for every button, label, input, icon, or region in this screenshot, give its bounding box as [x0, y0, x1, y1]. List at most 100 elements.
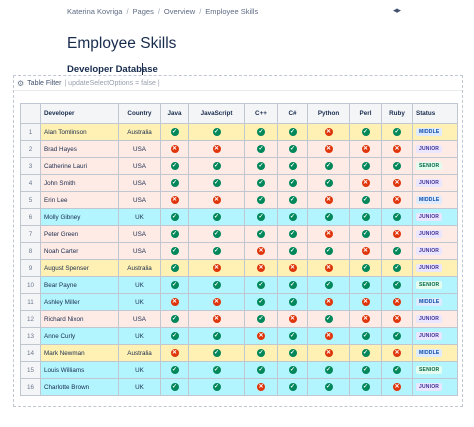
skill-cell-cpp[interactable]: ✓	[244, 174, 278, 192]
skill-cell-cpp[interactable]: ✓	[244, 191, 278, 209]
skill-cell-java[interactable]: ✓	[160, 123, 189, 141]
breadcrumb-item-space[interactable]: Katerina Kovriga	[67, 7, 123, 16]
skill-cell-javascript[interactable]: ✓	[188, 225, 245, 243]
skill-cell-csharp[interactable]: ✓	[277, 225, 308, 243]
country-cell[interactable]: UK	[118, 208, 161, 226]
skill-cell-cpp[interactable]: ✓	[244, 310, 278, 328]
skill-cell-javascript[interactable]: ✓	[188, 327, 245, 345]
skill-cell-csharp[interactable]: ✕	[277, 259, 308, 277]
skill-cell-csharp[interactable]: ✓	[277, 208, 308, 226]
skill-cell-java[interactable]: ✓	[160, 225, 189, 243]
country-cell[interactable]: USA	[118, 174, 161, 192]
skill-cell-python[interactable]: ✓	[307, 276, 350, 294]
skill-cell-python[interactable]: ✕	[307, 293, 350, 311]
skill-cell-cpp[interactable]: ✕	[244, 378, 278, 396]
header-country[interactable]: Country	[118, 103, 161, 124]
skill-cell-ruby[interactable]: ✓	[381, 242, 413, 260]
skill-cell-cpp[interactable]: ✓	[244, 276, 278, 294]
breadcrumb-item-pages[interactable]: Pages	[132, 7, 154, 16]
status-cell[interactable]: JUNIOR	[412, 327, 458, 345]
status-cell[interactable]: SENIOR	[412, 157, 458, 175]
skill-cell-ruby[interactable]: ✓	[381, 208, 413, 226]
country-cell[interactable]: USA	[118, 225, 161, 243]
status-cell[interactable]: MIDDLE	[412, 293, 458, 311]
status-cell[interactable]: JUNIOR	[412, 174, 458, 192]
status-cell[interactable]: SENIOR	[412, 361, 458, 379]
skill-cell-ruby[interactable]: ✕	[381, 191, 413, 209]
skill-cell-java[interactable]: ✓	[160, 208, 189, 226]
country-cell[interactable]: Australia	[118, 259, 161, 277]
skill-cell-perl[interactable]: ✓	[349, 208, 382, 226]
skill-cell-javascript[interactable]: ✓	[188, 174, 245, 192]
skill-cell-perl[interactable]: ✓	[349, 378, 382, 396]
developer-name[interactable]: Charlotte Brown	[40, 378, 119, 396]
skill-cell-cpp[interactable]: ✕	[244, 259, 278, 277]
country-cell[interactable]: UK	[118, 378, 161, 396]
skill-cell-ruby[interactable]: ✕	[381, 293, 413, 311]
skill-cell-ruby[interactable]: ✕	[381, 344, 413, 362]
status-cell[interactable]: JUNIOR	[412, 140, 458, 158]
status-cell[interactable]: JUNIOR	[412, 310, 458, 328]
status-cell[interactable]: SENIOR	[412, 276, 458, 294]
developer-name[interactable]: August Spenser	[40, 259, 119, 277]
skill-cell-perl[interactable]: ✓	[349, 259, 382, 277]
skill-cell-perl[interactable]: ✓	[349, 276, 382, 294]
skill-cell-java[interactable]: ✓	[160, 259, 189, 277]
skill-cell-ruby[interactable]: ✓	[381, 327, 413, 345]
header-perl[interactable]: Perl	[349, 103, 382, 124]
country-cell[interactable]: UK	[118, 276, 161, 294]
developer-name[interactable]: Peter Green	[40, 225, 119, 243]
skill-cell-perl[interactable]: ✕	[349, 242, 382, 260]
skill-cell-javascript[interactable]: ✓	[188, 378, 245, 396]
skill-cell-ruby[interactable]: ✓	[381, 259, 413, 277]
skill-cell-perl[interactable]: ✓	[349, 123, 382, 141]
macro-header[interactable]: ⚙ Table Filter | updateSelectOptions = f…	[14, 76, 462, 91]
skill-cell-java[interactable]: ✕	[160, 293, 189, 311]
skill-cell-cpp[interactable]: ✓	[244, 140, 278, 158]
skill-cell-cpp[interactable]: ✓	[244, 208, 278, 226]
skill-cell-javascript[interactable]: ✕	[188, 293, 245, 311]
skill-cell-python[interactable]: ✕	[307, 140, 350, 158]
developer-name[interactable]: Mark Newman	[40, 344, 119, 362]
skill-cell-perl[interactable]: ✓	[349, 361, 382, 379]
skill-cell-javascript[interactable]: ✕	[188, 310, 245, 328]
skill-cell-python[interactable]: ✓	[307, 174, 350, 192]
expand-icon[interactable]: ◂▸	[393, 5, 401, 15]
status-cell[interactable]: JUNIOR	[412, 378, 458, 396]
skill-cell-csharp[interactable]: ✓	[277, 157, 308, 175]
developer-name[interactable]: Richard Nixon	[40, 310, 119, 328]
skill-cell-java[interactable]: ✕	[160, 140, 189, 158]
skill-cell-cpp[interactable]: ✓	[244, 157, 278, 175]
skill-cell-javascript[interactable]: ✓	[188, 157, 245, 175]
skill-cell-ruby[interactable]: ✓	[381, 157, 413, 175]
skill-cell-java[interactable]: ✓	[160, 157, 189, 175]
skill-cell-javascript[interactable]: ✓	[188, 242, 245, 260]
skill-cell-javascript[interactable]: ✕	[188, 140, 245, 158]
developer-name[interactable]: Molly Gibney	[40, 208, 119, 226]
skill-cell-ruby[interactable]: ✕	[381, 140, 413, 158]
country-cell[interactable]: Australia	[118, 123, 161, 141]
skill-cell-python[interactable]: ✓	[307, 378, 350, 396]
skill-cell-csharp[interactable]: ✓	[277, 361, 308, 379]
skill-cell-python[interactable]: ✕	[307, 327, 350, 345]
skill-cell-cpp[interactable]: ✓	[244, 225, 278, 243]
skill-cell-javascript[interactable]: ✓	[188, 123, 245, 141]
header-python[interactable]: Python	[307, 103, 350, 124]
skill-cell-python[interactable]: ✓	[307, 310, 350, 328]
developer-name[interactable]: Brad Hayes	[40, 140, 119, 158]
developer-name[interactable]: Ashley Miller	[40, 293, 119, 311]
skill-cell-ruby[interactable]: ✓	[381, 123, 413, 141]
section-heading[interactable]: Developer Database	[67, 64, 158, 75]
status-cell[interactable]: JUNIOR	[412, 208, 458, 226]
skill-cell-csharp[interactable]: ✕	[277, 310, 308, 328]
skill-cell-python[interactable]: ✓	[307, 361, 350, 379]
skill-cell-java[interactable]: ✓	[160, 276, 189, 294]
table-filter-macro[interactable]: ⚙ Table Filter | updateSelectOptions = f…	[13, 75, 463, 407]
status-cell[interactable]: MIDDLE	[412, 191, 458, 209]
skill-cell-javascript[interactable]: ✓	[188, 361, 245, 379]
skill-cell-java[interactable]: ✕	[160, 191, 189, 209]
status-cell[interactable]: JUNIOR	[412, 225, 458, 243]
skill-cell-ruby[interactable]: ✕	[381, 225, 413, 243]
country-cell[interactable]: UK	[118, 361, 161, 379]
skill-cell-python[interactable]: ✕	[307, 259, 350, 277]
